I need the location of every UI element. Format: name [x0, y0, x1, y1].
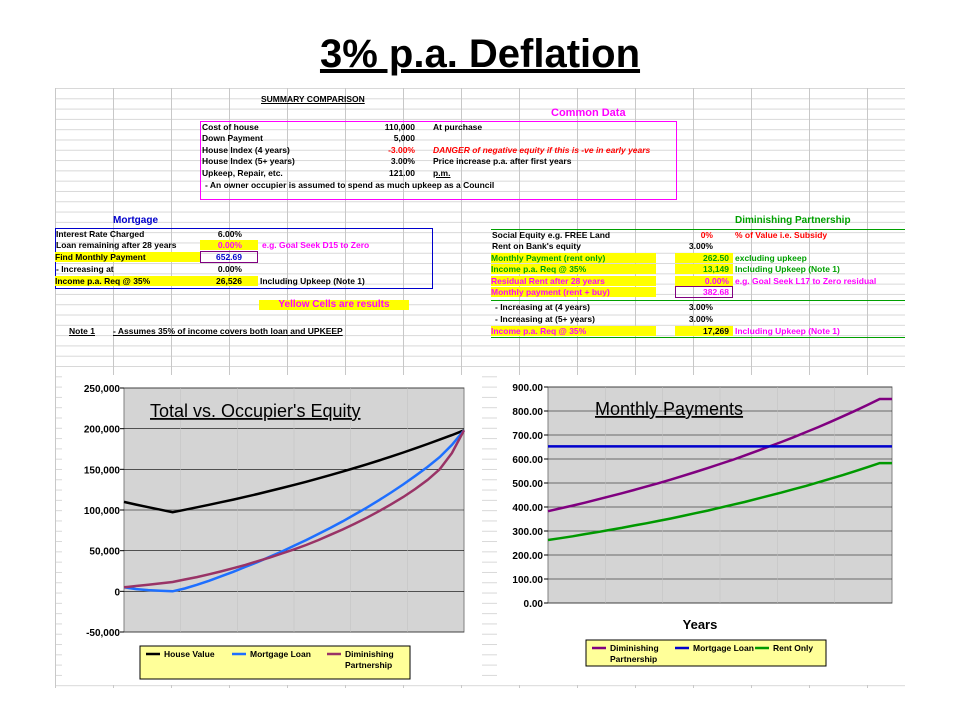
y-tick-label: 800.00	[512, 407, 543, 418]
y-tick-label: -50,000	[86, 628, 120, 639]
mortgage-value-find-payment: 652.69	[200, 251, 258, 263]
y-tick-label: 250,000	[84, 384, 121, 395]
mortgage-label-increasing: - Increasing at	[56, 264, 114, 274]
series-line-0	[547, 397, 892, 513]
partnership-mid-rule	[491, 300, 905, 301]
partnership-value-inc4: 3.00%	[688, 302, 713, 312]
y-tick-label: 600.00	[512, 455, 543, 466]
partnership-note-monthly-rent: excluding upkeep	[735, 253, 807, 263]
equity-chart-title: Total vs. Occupier's Equity	[150, 401, 361, 421]
y-tick-label: 400.00	[512, 503, 543, 514]
partnership-bottom-rule	[491, 337, 905, 338]
mortgage-label-income: Income p.a. Req @ 35%	[55, 276, 200, 286]
y-tick-label: 300.00	[512, 527, 543, 538]
series-line-1	[123, 429, 465, 593]
slide-title: 3% p.a. Deflation	[319, 32, 641, 76]
y-tick-label: 150,000	[84, 465, 121, 476]
legend-label-0: House Value	[164, 649, 215, 659]
partnership-note-residual: e.g. Goal Seek L17 to Zero residual	[735, 276, 877, 286]
partnership-value-income: 13,149	[675, 264, 733, 274]
partnership-label-inc5: - Increasing at (5+ years)	[495, 314, 595, 324]
note1-label: Note 1	[69, 326, 95, 336]
common-value-index5: 3.00%	[390, 156, 415, 166]
legend-label-2: Rent Only	[773, 643, 813, 653]
partnership-label-monthly-rent: Monthly Payment (rent only)	[491, 253, 656, 263]
y-tick-label: 500.00	[512, 479, 543, 490]
y-tick-label: 0.00	[524, 599, 544, 610]
y-tick-label: 50,000	[89, 547, 120, 558]
payments-chart-title: Monthly Payments	[595, 399, 743, 419]
legend-box	[585, 639, 827, 667]
mortgage-note-income: Including Upkeep (Note 1)	[260, 276, 365, 286]
partnership-heading: Diminishing Partnership	[735, 215, 851, 226]
legend-label-1: Mortgage Loan	[250, 649, 311, 659]
partnership-value-rent: 3.00%	[688, 241, 713, 251]
equity-chart: 250,000 200,000 150,000 100,000 50,000 0 -50,0…	[84, 384, 466, 680]
partnership-top-rule	[491, 229, 905, 230]
common-label-down: Down Payment	[202, 133, 263, 143]
note1-text: - Assumes 35% of income covers both loan…	[113, 326, 343, 336]
mortgage-value-interest: 6.00%	[217, 229, 242, 239]
partnership-value-income-buy: 17,269	[675, 326, 733, 336]
y-tick-label: 100,000	[84, 506, 121, 517]
y-tick-label: 900.00	[512, 383, 543, 394]
mortgage-label-loan-remaining: Loan remaining after 28 years	[56, 240, 177, 250]
partnership-label-residual: Residual Rent after 28 years	[491, 276, 656, 286]
common-label-upkeep: Upkeep, Repair, etc.	[202, 168, 283, 178]
common-note-index4: DANGER of negative equity if this is -ve…	[433, 145, 651, 155]
mortgage-label-find-payment: Find Monthly Payment	[55, 252, 200, 262]
partnership-label-inc4: - Increasing at (4 years)	[495, 302, 590, 312]
common-label-index5: House Index (5+ years)	[202, 156, 295, 166]
mortgage-value-loan-remaining: 0.00%	[200, 240, 258, 250]
mortgage-note-loan-remaining: e.g. Goal Seek D15 to Zero	[262, 240, 370, 250]
series-line-0	[123, 429, 465, 514]
y-tick-label: 100.00	[512, 575, 543, 586]
partnership-label-income: Income p.a. Req @ 35%	[491, 264, 656, 274]
partnership-label-income-buy: Income p.a. Req @ 35%	[491, 326, 656, 336]
partnership-value-inc5: 3.00%	[688, 314, 713, 324]
y-tick-label: 200.00	[512, 551, 543, 562]
common-label-cost: Cost of house	[202, 122, 259, 132]
payments-chart-panel: 900.00 800.00 700.00 600.00 500.00 400.00 300.…	[497, 375, 907, 685]
legend-box	[139, 645, 411, 680]
payments-chart: 900.00 800.00 700.00 600.00 500.00 400.00 300.…	[512, 383, 893, 667]
common-value-index4: -3.00%	[388, 145, 415, 155]
y-tick-label: 700.00	[512, 431, 543, 442]
partnership-note-equity: % of Value i.e. Subsidy	[735, 230, 828, 240]
common-value-cost: 110,000	[384, 122, 415, 132]
partnership-note-income: Including Upkeep (Note 1)	[735, 264, 840, 274]
yellow-cells-note: Yellow Cells are results	[259, 300, 409, 310]
common-label-index4: House Index (4 years)	[202, 145, 290, 155]
mortgage-heading: Mortgage	[113, 215, 158, 226]
common-footnote: - An owner occupier is assumed to spend …	[205, 180, 495, 190]
partnership-label-equity: Social Equity e.g. FREE Land	[492, 230, 611, 240]
series-line-2	[547, 461, 892, 542]
common-data-box	[200, 121, 677, 200]
common-value-down: 5,000	[393, 133, 415, 143]
partnership-value-monthly-rent: 262.50	[675, 253, 733, 263]
legend-label-1: Mortgage Loan	[693, 643, 754, 653]
common-note-cost: At purchase	[433, 122, 483, 132]
series-line-2	[123, 429, 466, 589]
common-data-heading: Common Data	[551, 107, 626, 119]
payments-chart-xlabel: Years	[683, 617, 718, 632]
partnership-note-income-buy: Including Upkeep (Note 1)	[735, 326, 840, 336]
equity-chart-panel: 250,000 200,000 150,000 100,000 50,000 0 -50,0…	[62, 375, 482, 685]
partnership-value-residual: 0.00%	[675, 276, 733, 286]
partnership-label-monthly-buy: Monthly payment (rent + buy)	[491, 287, 656, 297]
y-tick-label: 200,000	[84, 425, 121, 436]
common-value-upkeep: 121.00	[389, 168, 415, 178]
common-note-index5: Price increase p.a. after first years	[433, 156, 572, 166]
y-tick-label: 0	[114, 587, 120, 598]
common-note-upkeep: p.m.	[433, 168, 451, 178]
legend-label-2: Diminishing Partnership	[345, 649, 394, 670]
summary-heading: SUMMARY COMPARISON	[261, 94, 365, 104]
partnership-label-rent: Rent on Bank's equity	[492, 241, 581, 251]
mortgage-value-increasing: 0.00%	[217, 264, 242, 274]
partnership-value-monthly-buy: 382.68	[675, 286, 733, 298]
legend-label-0: Diminishing Partnership	[610, 643, 659, 664]
partnership-value-equity: 0%	[700, 230, 713, 240]
mortgage-label-interest: Interest Rate Charged	[56, 229, 145, 239]
mortgage-value-income: 26,526	[200, 276, 258, 286]
